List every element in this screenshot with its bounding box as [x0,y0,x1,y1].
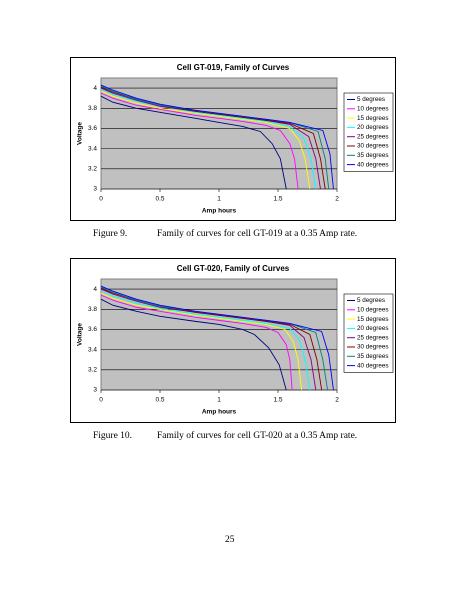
chart-title: Cell GT-020, Family of Curves [177,264,290,273]
y-tick-label: 3 [93,186,97,193]
x-axis-label: Amp hours [202,208,237,215]
x-tick-label: 0 [99,196,103,203]
y-tick-label: 3.4 [88,145,97,152]
caption-label: Figure 9. [93,229,128,239]
chart: Cell GT-020, Family of Curves 3 3.2 3.4 3.6 3… [70,258,396,423]
chart: Cell GT-019, Family of Curves 3 3.2 3.4 3.6 3… [70,57,396,221]
y-tick-label: 3.2 [88,367,97,374]
caption-text: Family of curves for cell GT-020 at a 0.… [157,431,358,441]
series-line [100,95,287,190]
legend-box [343,92,394,172]
legend-label: 40 degrees [357,161,389,168]
caption-text: Family of curves for cell GT-019 at a 0.… [157,229,358,239]
legend-label: 35 degrees [357,353,389,360]
y-tick-label: 3 [93,387,97,394]
series-line [100,90,311,190]
series-line [100,292,303,391]
x-tick-label: 2 [335,397,339,404]
x-tick-label: 1.5 [273,397,282,404]
y-axis-label: Voltage [77,323,84,346]
legend-label: 25 degrees [357,133,389,140]
y-tick-label: 3.4 [88,346,97,353]
legend-label: 15 degrees [357,316,389,323]
x-tick-label: 1 [217,397,221,404]
series-line [100,285,334,391]
y-tick-label: 3.2 [88,166,97,173]
x-axis-label: Amp hours [202,409,237,416]
legend-label: 20 degrees [357,325,389,332]
legend-label: 30 degrees [357,143,389,150]
x-tick-label: 0.5 [155,397,164,404]
caption-label: Figure 10. [93,431,133,441]
series-line [100,84,334,190]
series-line [100,294,293,391]
plot-area [100,77,338,190]
y-tick-label: 3.6 [88,125,97,132]
y-tick-label: 3.8 [88,105,97,112]
x-tick-label: 0.5 [155,196,164,203]
series-line [100,88,317,190]
legend-label: 25 degrees [357,334,389,341]
x-tick-label: 1 [217,196,221,203]
legend-label: 5 degrees [357,297,385,304]
series-line [100,298,287,391]
legend-label: 30 degrees [357,344,389,351]
x-tick-label: 1.5 [273,196,282,203]
series-line [100,92,299,190]
x-tick-label: 0 [99,397,103,404]
legend-label: 20 degrees [357,124,389,131]
legend-label: 40 degrees [357,362,389,369]
legend-label: 15 degrees [357,115,389,122]
legend-box [343,293,394,373]
y-axis-label: Voltage [77,122,84,145]
y-tick-label: 4 [93,286,97,293]
y-tick-label: 4 [93,85,97,92]
series-line [100,290,311,391]
chart-title: Cell GT-019, Family of Curves [177,63,290,72]
plot-area [100,278,338,391]
x-tick-label: 2 [335,196,339,203]
legend-label: 10 degrees [357,306,389,313]
legend-label: 10 degrees [357,105,389,112]
legend-label: 35 degrees [357,152,389,159]
legend-label: 5 degrees [357,96,385,103]
y-tick-label: 3.6 [88,326,97,333]
y-tick-label: 3.8 [88,306,97,313]
page-number: 25 [225,535,235,545]
